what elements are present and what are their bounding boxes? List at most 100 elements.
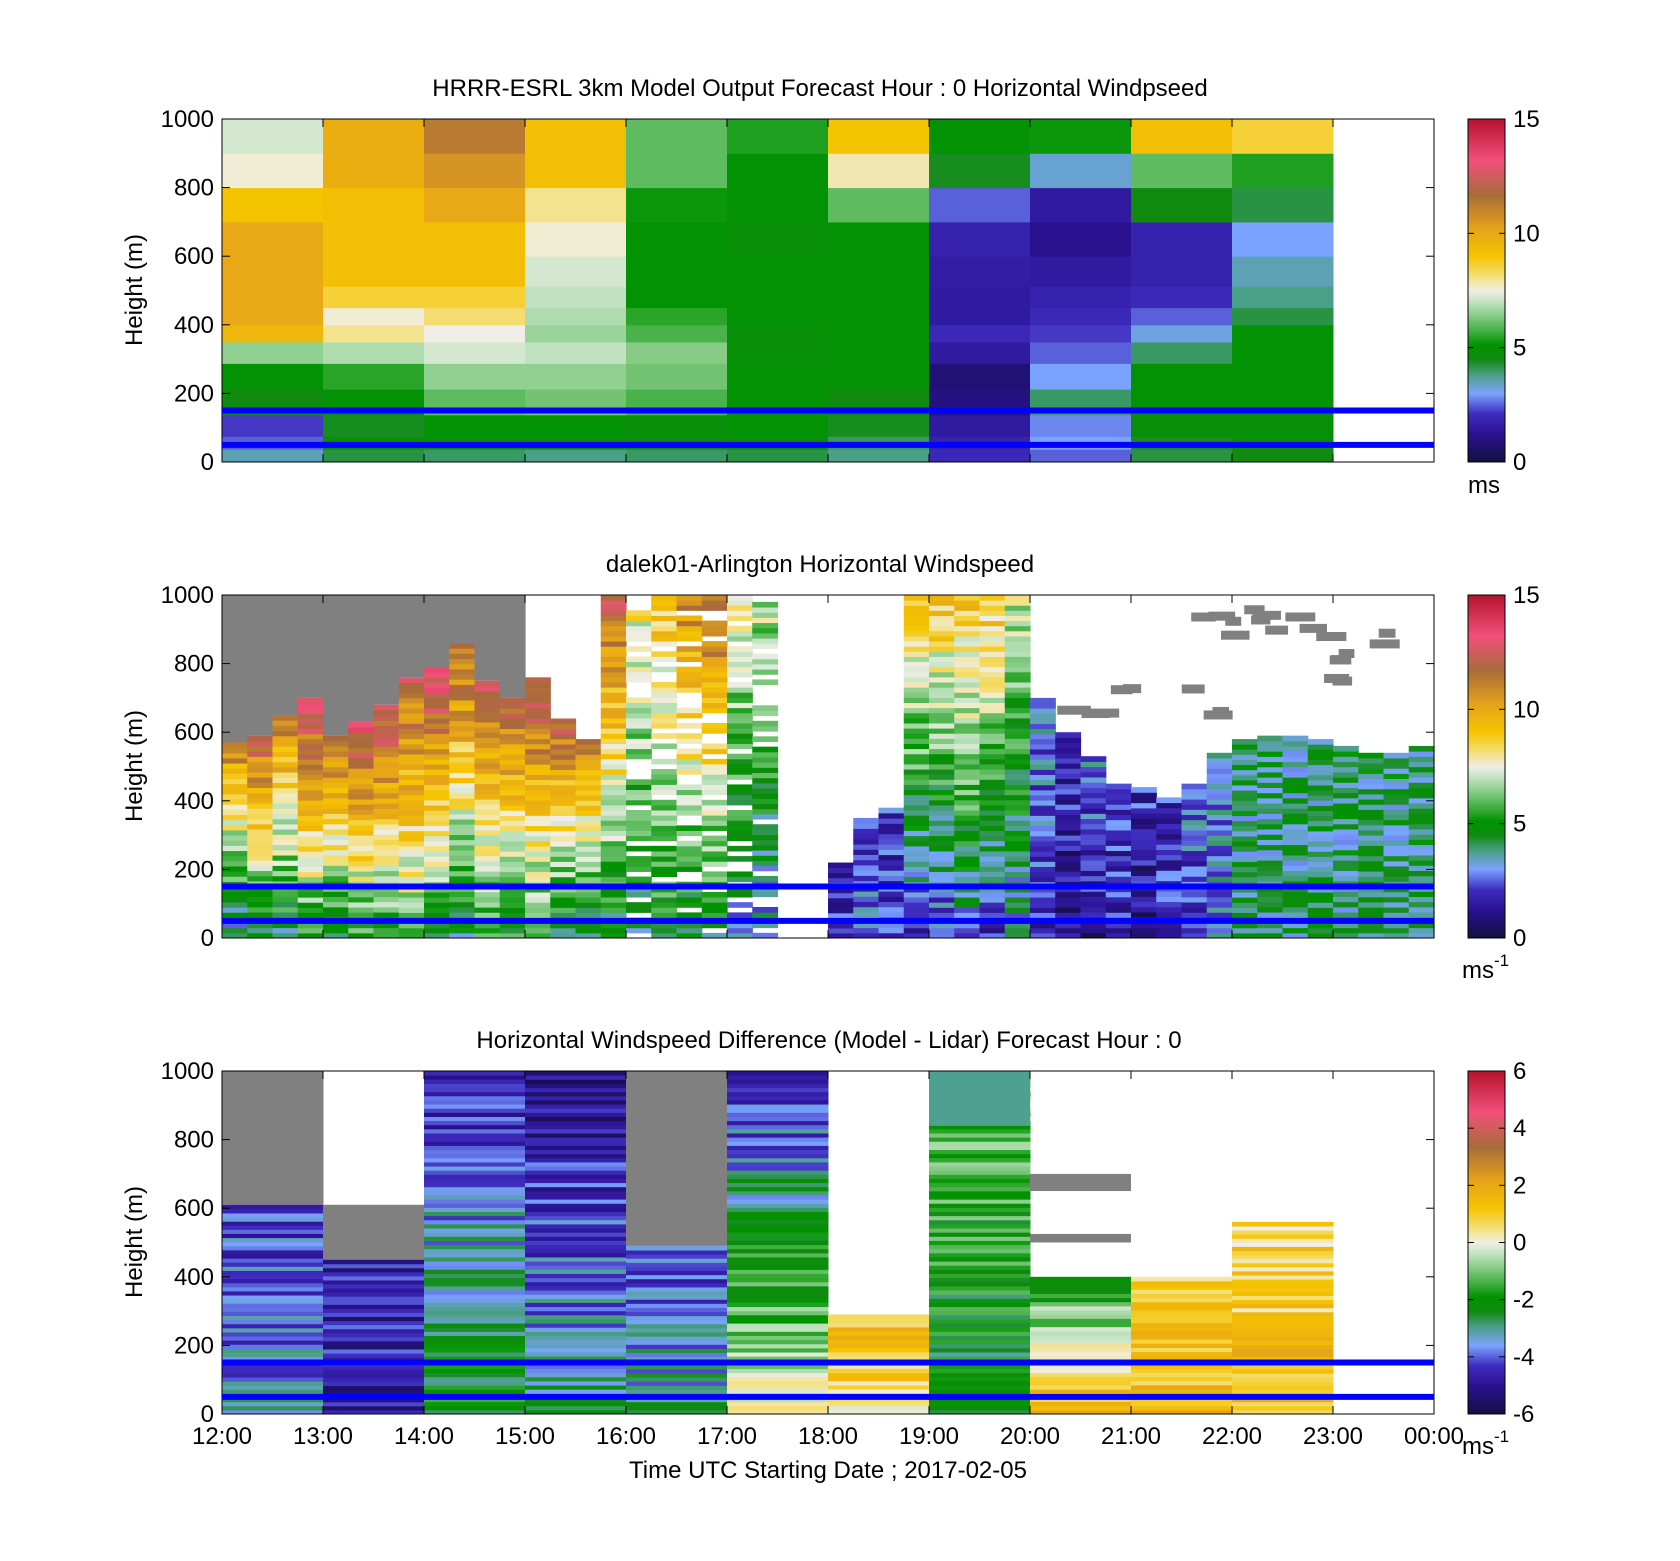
heatmap-cell — [1333, 818, 1359, 825]
heatmap-cell — [499, 840, 526, 847]
heatmap-cell — [297, 779, 324, 786]
heatmap-cell — [626, 1409, 728, 1415]
heatmap-cell — [297, 703, 324, 709]
heatmap-cell — [272, 725, 299, 732]
heatmap-cell — [247, 746, 274, 752]
heatmap-cell — [424, 902, 450, 908]
heatmap-cell — [1004, 702, 1031, 709]
heatmap-cell — [828, 1401, 930, 1407]
heatmap-cell — [1232, 800, 1258, 806]
heatmap-cell — [929, 641, 955, 647]
heatmap-cell — [1307, 830, 1334, 837]
heatmap-cell — [1080, 854, 1107, 861]
heatmap-cell — [1307, 759, 1334, 766]
heatmap-cell — [828, 324, 930, 343]
heatmap-cell — [651, 758, 678, 765]
heatmap-cell — [626, 907, 652, 913]
heatmap-cell — [701, 856, 728, 862]
heatmap-cell — [626, 784, 652, 791]
heatmap-cell — [222, 1262, 324, 1267]
heatmap-cell — [525, 1170, 627, 1175]
heatmap-cell — [398, 897, 425, 903]
heatmap-cell — [600, 794, 627, 801]
heatmap-cell — [1030, 1372, 1132, 1378]
heatmap-cell — [903, 856, 930, 862]
heatmap-cell — [929, 1339, 1031, 1345]
heatmap-cell — [222, 1340, 324, 1345]
heatmap-cell — [954, 661, 981, 668]
heatmap-cell — [525, 1302, 627, 1308]
heatmap-cell — [1055, 840, 1082, 846]
heatmap-cell — [575, 922, 602, 929]
heatmap-cell — [424, 1108, 526, 1113]
heatmap-cell — [449, 736, 476, 742]
heatmap-cell — [272, 860, 299, 866]
heatmap-cell — [1307, 774, 1334, 781]
heatmap-cell — [272, 901, 299, 908]
heatmap-cell — [1257, 860, 1284, 866]
heatmap-cell — [323, 829, 349, 835]
heatmap-cell — [1232, 1250, 1334, 1256]
heatmap-cell — [1257, 735, 1284, 742]
heatmap-cell — [272, 912, 299, 918]
heatmap-cell — [424, 922, 450, 929]
y-axis-label: Height (m) — [121, 1186, 148, 1298]
heatmap-cell — [424, 1104, 526, 1109]
heatmap-cell — [1004, 697, 1031, 704]
heatmap-cell — [348, 891, 375, 898]
y-tick-label: 200 — [174, 1332, 214, 1359]
heatmap-cell — [1105, 865, 1132, 872]
heatmap-cell — [525, 1339, 627, 1345]
heatmap-cell — [626, 324, 728, 343]
heatmap-cell — [424, 697, 450, 704]
x-tick-label: 16:00 — [596, 1423, 656, 1450]
heatmap-cell — [828, 907, 854, 914]
heatmap-cell — [727, 1339, 829, 1345]
heatmap-cell — [676, 902, 703, 908]
heatmap-cell — [525, 1323, 627, 1328]
heatmap-cell — [1055, 860, 1082, 867]
heatmap-cell — [1358, 788, 1385, 795]
heatmap-cell — [323, 414, 425, 437]
heatmap-cell — [297, 748, 324, 755]
heatmap-cell — [752, 906, 779, 913]
heatmap-cell — [398, 886, 425, 893]
heatmap-cell — [1358, 932, 1385, 939]
heatmap-cell — [1004, 804, 1031, 811]
heatmap-cell — [323, 803, 349, 809]
heatmap-cell — [1307, 922, 1334, 929]
heatmap-cell — [1030, 871, 1056, 878]
heatmap-cell — [1232, 805, 1258, 811]
heatmap-cell — [727, 722, 753, 729]
heatmap-cell — [424, 1409, 526, 1415]
heatmap-cell — [727, 1207, 829, 1213]
heatmap-cell — [1232, 1262, 1334, 1268]
heatmap-cell — [1307, 810, 1334, 817]
heatmap-cell — [272, 839, 299, 846]
nodata-cell — [1265, 625, 1289, 635]
heatmap-cell — [727, 1132, 829, 1138]
heatmap-cell — [1080, 761, 1107, 768]
heatmap-cell — [1282, 735, 1309, 742]
heatmap-cell — [575, 774, 602, 781]
heatmap-cell — [323, 1377, 425, 1383]
heatmap-cell — [525, 286, 627, 309]
heatmap-cell — [1333, 761, 1359, 768]
heatmap-cell — [727, 600, 753, 606]
heatmap-cell — [1383, 752, 1410, 759]
heatmap-cell — [727, 927, 753, 934]
heatmap-cell — [1206, 783, 1233, 790]
heatmap-cell — [1232, 1270, 1334, 1276]
heatmap-cell — [1131, 1289, 1233, 1294]
heatmap-cell — [1030, 414, 1132, 437]
heatmap-cell — [727, 646, 753, 652]
heatmap-cell — [929, 861, 955, 867]
heatmap-cell — [1257, 906, 1284, 913]
heatmap-cell — [1282, 751, 1309, 757]
heatmap-cell — [499, 708, 526, 714]
heatmap-cell — [1055, 912, 1082, 918]
heatmap-cell — [272, 730, 299, 737]
heatmap-cell — [1181, 896, 1208, 903]
heatmap-cell — [929, 1194, 1031, 1200]
heatmap-cell — [1105, 819, 1132, 826]
